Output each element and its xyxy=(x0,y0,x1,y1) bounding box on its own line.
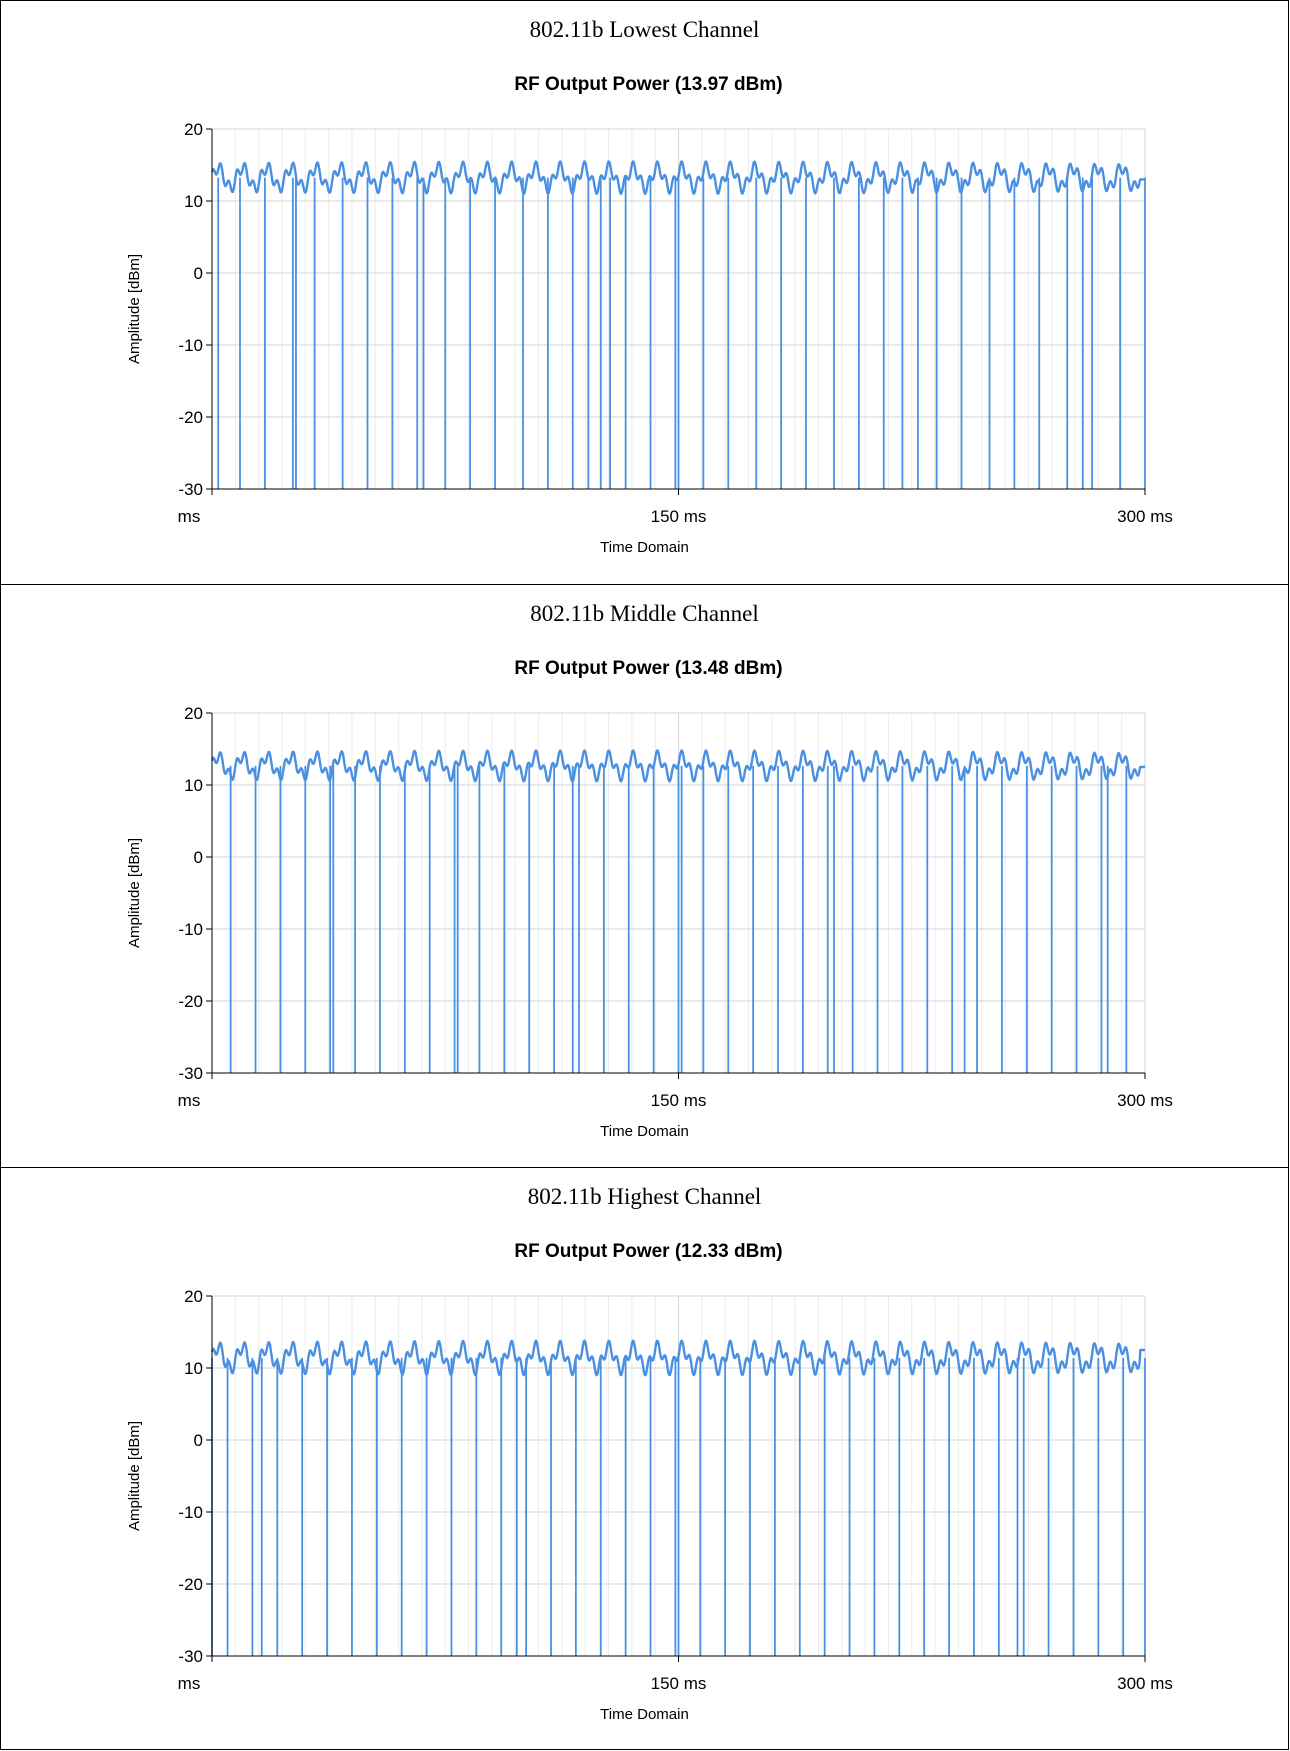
y-tick-label: 20 xyxy=(184,1287,203,1306)
series-line xyxy=(210,1339,1146,1377)
panel-middle-channel: 802.11b Middle Channel RF Output Power (… xyxy=(1,584,1288,1167)
series-line xyxy=(210,160,1146,196)
panel-caption: 802.11b Middle Channel xyxy=(530,601,759,626)
y-tick-label: 10 xyxy=(184,1359,203,1378)
series-line xyxy=(210,749,1146,783)
y-tick-label: 0 xyxy=(194,848,203,867)
x-tick-label: 300 ms xyxy=(1117,1674,1173,1693)
y-tick-label: 10 xyxy=(184,192,203,211)
x-tick-label: 300 ms xyxy=(1117,1091,1173,1110)
panel-caption: 802.11b Lowest Channel xyxy=(529,17,760,42)
panel-caption: 802.11b Highest Channel xyxy=(527,1184,762,1209)
y-tick-label: -20 xyxy=(178,992,203,1011)
y-tick-label: -10 xyxy=(178,1503,203,1522)
y-tick-label: 10 xyxy=(184,776,203,795)
panel-highest-channel: 802.11b Highest Channel RF Output Power … xyxy=(1,1167,1288,1750)
chart-title: RF Output Power (13.48 dBm) xyxy=(514,658,782,679)
y-tick-label: 0 xyxy=(194,1431,203,1450)
x-axis-label: Time Domain xyxy=(600,1123,689,1140)
y-axis-label: Amplitude [dBm] xyxy=(126,838,143,948)
x-axis-label: Time Domain xyxy=(600,539,689,556)
series-rf-power xyxy=(210,749,1146,1073)
chart-title: RF Output Power (13.97 dBm) xyxy=(514,74,782,95)
y-tick-label: 20 xyxy=(184,120,203,139)
y-tick-label: -20 xyxy=(178,1575,203,1594)
y-axis-label: Amplitude [dBm] xyxy=(126,1421,143,1531)
rf-power-chart-middle: RF Output Power (13.48 dBm) 20 10 0 -10 -20 -3… xyxy=(126,658,1173,1140)
x-tick-label: ms xyxy=(178,1674,201,1693)
y-tick-label: -30 xyxy=(178,1064,203,1083)
y-tick-label: -30 xyxy=(178,480,203,499)
x-axis-label: Time Domain xyxy=(600,1706,689,1723)
rf-power-chart-highest: RF Output Power (12.33 dBm) 20 10 0 -10 -20 -3… xyxy=(126,1241,1173,1723)
x-tick-label: 300 ms xyxy=(1117,507,1173,526)
x-tick-label: 150 ms xyxy=(651,1091,707,1110)
series-rf-power xyxy=(210,1339,1146,1656)
y-tick-label: -30 xyxy=(178,1647,203,1666)
series-rf-power xyxy=(210,160,1146,489)
y-tick-label: 0 xyxy=(194,264,203,283)
x-tick-label: 150 ms xyxy=(651,507,707,526)
panel-lowest-channel: 802.11b Lowest Channel RF Output Power (… xyxy=(1,1,1288,584)
y-tick-label: -10 xyxy=(178,920,203,939)
chart-title: RF Output Power (12.33 dBm) xyxy=(514,1241,782,1262)
rf-power-chart-lowest: RF Output Power (13.97 dBm) 20 10 0 -10 -20 -3… xyxy=(126,74,1173,556)
y-tick-label: -10 xyxy=(178,336,203,355)
y-axis-label: Amplitude [dBm] xyxy=(126,254,143,364)
y-tick-label: 20 xyxy=(184,704,203,723)
x-tick-label: 150 ms xyxy=(651,1674,707,1693)
x-tick-label: ms xyxy=(178,507,201,526)
x-tick-label: ms xyxy=(178,1091,201,1110)
y-tick-label: -20 xyxy=(178,408,203,427)
